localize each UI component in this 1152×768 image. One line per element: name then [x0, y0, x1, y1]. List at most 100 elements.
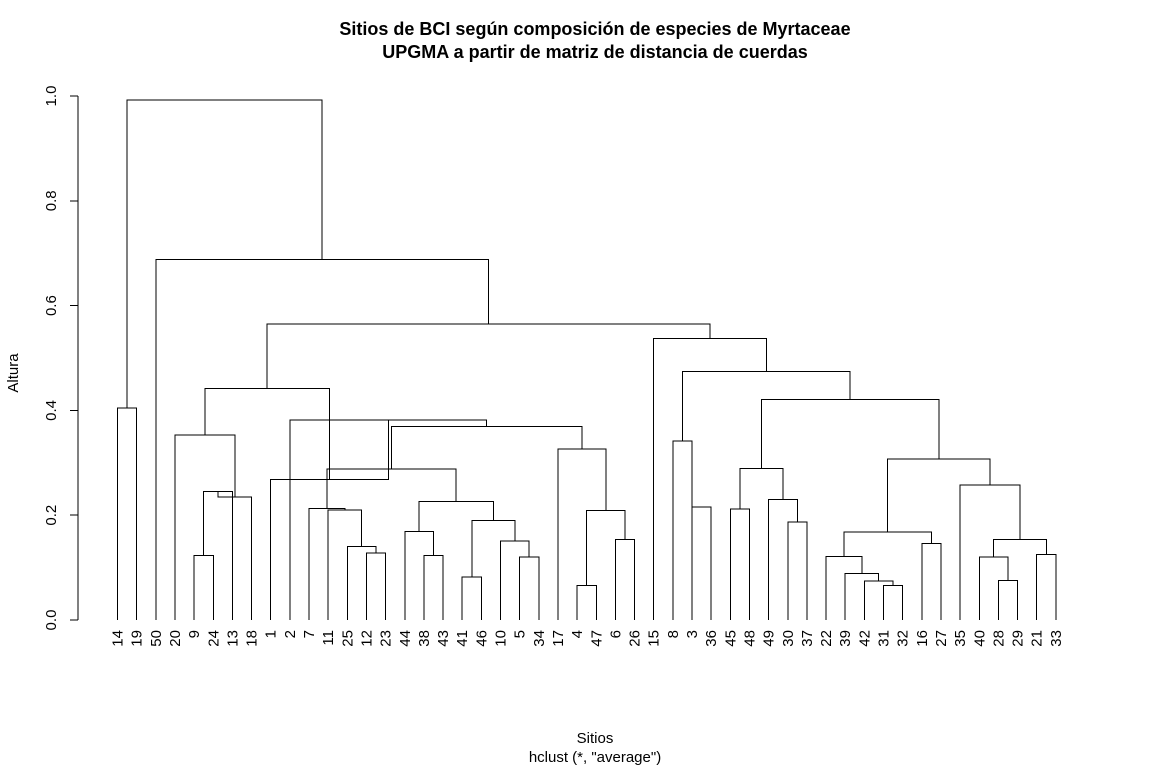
- dendrogram-branch: [739, 468, 784, 509]
- dendrogram-branch: [729, 508, 750, 620]
- dendrogram-branch: [997, 580, 1019, 620]
- leaf-label: 48: [741, 630, 758, 647]
- dendrogram-branch: [327, 509, 363, 620]
- leaf-label: 49: [761, 630, 778, 647]
- leaf-label: 18: [244, 630, 261, 647]
- dendrogram-branch: [825, 556, 863, 620]
- dendrogram-branch: [959, 484, 1021, 620]
- leaf-label: 24: [205, 630, 222, 647]
- leaf-label: 26: [627, 630, 644, 647]
- leaf-label: 4: [569, 630, 586, 638]
- dendrogram-branch: [461, 576, 482, 620]
- leaf-label: 9: [186, 630, 203, 638]
- leaf-label: 46: [473, 630, 490, 647]
- leaf-label: 6: [607, 630, 624, 638]
- leaf-label: 32: [895, 630, 912, 647]
- leaf-label: 17: [550, 630, 567, 647]
- dendrogram-branch: [326, 468, 457, 509]
- y-tick-label: 0.6: [43, 295, 60, 316]
- leaf-label: 40: [971, 630, 988, 647]
- leaf-label: 11: [320, 630, 337, 646]
- dendrogram-branch: [471, 519, 516, 578]
- x-axis-label: Sitios: [577, 730, 614, 747]
- leaf-label: 30: [780, 630, 797, 647]
- dendrogram-tree: [117, 99, 1057, 620]
- leaf-label: 16: [914, 630, 931, 647]
- dendrogram-branch: [126, 99, 323, 408]
- dendrogram-branch: [204, 387, 330, 480]
- y-tick-label: 1.0: [43, 86, 60, 107]
- dendrogram-branch: [672, 440, 693, 620]
- leaf-label: 3: [684, 630, 701, 638]
- y-tick-label: 0.4: [43, 400, 60, 421]
- y-tick-label: 0.2: [43, 505, 60, 526]
- dendrogram-branch: [978, 556, 1009, 620]
- dendrogram-branch: [404, 530, 434, 620]
- leaf-label: 38: [416, 630, 433, 647]
- dendrogram-branch: [155, 258, 490, 620]
- dendrogram-branch: [418, 501, 494, 532]
- leaf-label: 2: [282, 630, 299, 638]
- dendrogram-branch: [193, 555, 214, 620]
- leaf-label: 42: [856, 630, 873, 647]
- dendrogram-branch: [423, 555, 444, 620]
- y-tick-label: 0.8: [43, 190, 60, 211]
- dendrogram-branch: [365, 552, 387, 620]
- dendrogram-branch: [887, 458, 991, 532]
- leaf-label: 22: [818, 630, 835, 647]
- dendrogram-branch: [586, 509, 626, 586]
- dendrogram-branch: [391, 426, 583, 470]
- leaf-label: 34: [531, 630, 548, 647]
- chart-subtitle: UPGMA a partir de matriz de distancia de…: [382, 42, 807, 62]
- leaf-label: 27: [933, 630, 950, 647]
- x-axis-sublabel: hclust (*, "average"): [529, 749, 661, 766]
- y-tick-label: 0.0: [43, 610, 60, 631]
- leaf-label: 45: [722, 630, 739, 647]
- leaf-label: 44: [397, 630, 414, 647]
- y-axis-label: Altura: [5, 353, 22, 393]
- dendrogram-branch: [844, 572, 880, 620]
- dendrogram-branch: [217, 491, 253, 620]
- leaf-label: 36: [703, 630, 720, 647]
- leaf-label: 14: [110, 630, 127, 647]
- dendrogram-branch: [174, 434, 236, 620]
- leaf-label: 5: [512, 630, 529, 638]
- leaf-label: 23: [378, 630, 395, 647]
- leaf-label: 8: [665, 630, 682, 638]
- dendrogram-branch: [768, 498, 798, 620]
- dendrogram-branch: [787, 521, 808, 620]
- leaf-label: 7: [301, 630, 318, 638]
- leaf-label: 39: [837, 630, 854, 647]
- dendrogram-branch: [691, 506, 712, 620]
- leaf-label: 19: [129, 630, 146, 647]
- leaf-label: 20: [167, 630, 184, 647]
- dendrogram-branch: [883, 584, 904, 620]
- leaf-labels: 14 19 50 20 9 24 13 18 1 2 7 11 25 12 23 44 38 43 41 46 10 5 3…: [110, 630, 1065, 647]
- dendrogram-branch: [681, 371, 851, 441]
- dendrogram-branch: [760, 398, 940, 469]
- dendrogram-branch: [614, 538, 636, 620]
- dendrogram-branch: [500, 540, 530, 620]
- dendrogram-branch: [266, 323, 711, 389]
- leaf-label: 25: [339, 630, 356, 647]
- leaf-label: 43: [435, 630, 452, 647]
- leaf-label: 10: [493, 630, 510, 647]
- leaf-label: 15: [646, 630, 663, 647]
- dendrogram-branch: [308, 507, 346, 620]
- leaf-label: 21: [1029, 630, 1046, 647]
- leaf-label: 47: [588, 630, 605, 647]
- leaf-label: 1: [263, 630, 280, 638]
- dendrogram-branch: [863, 580, 894, 620]
- leaf-label: 37: [799, 630, 816, 647]
- leaf-label: 31: [876, 630, 893, 647]
- dendrogram-branch: [1036, 554, 1057, 620]
- leaf-label: 13: [224, 630, 241, 647]
- leaf-label: 28: [990, 630, 1007, 647]
- dendrogram-branch: [346, 546, 377, 620]
- leaf-label: 41: [454, 630, 471, 647]
- chart-title: Sitios de BCI según composición de espec…: [339, 19, 850, 39]
- leaf-label: 29: [1010, 630, 1027, 647]
- dendrogram-branch: [576, 584, 597, 620]
- leaf-label: 50: [148, 630, 165, 647]
